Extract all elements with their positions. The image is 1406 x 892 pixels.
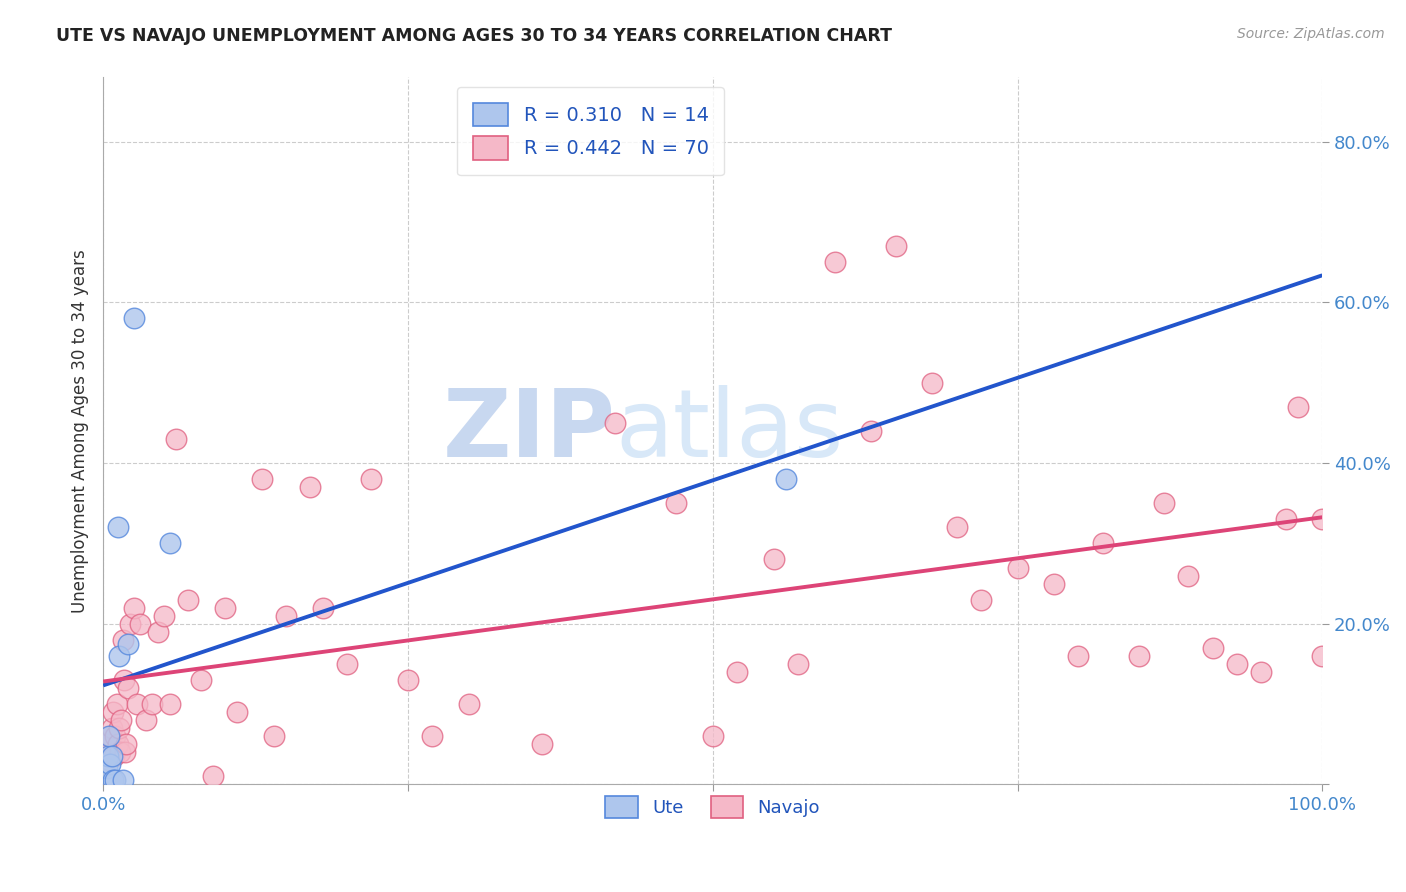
Point [1043, 576, 1066, 591]
Point [96, 745, 118, 759]
Point [96, 761, 118, 775]
Point [101, 773, 124, 788]
Point [250, 472, 273, 486]
Point [165, 432, 187, 446]
Point [702, 729, 724, 743]
Point [1201, 640, 1223, 655]
Point [108, 745, 131, 759]
Point [970, 592, 993, 607]
Point [214, 600, 236, 615]
Point [118, 616, 141, 631]
Point [110, 713, 132, 727]
Point [117, 681, 139, 695]
Point [108, 721, 131, 735]
Point [1177, 568, 1199, 582]
Point [1286, 400, 1309, 414]
Point [1067, 648, 1090, 663]
Point [127, 697, 149, 711]
Point [201, 769, 224, 783]
Text: Source: ZipAtlas.com: Source: ZipAtlas.com [1237, 27, 1385, 41]
Point [299, 480, 322, 494]
Point [122, 311, 145, 326]
Point [98, 753, 121, 767]
Point [1250, 665, 1272, 679]
Point [396, 673, 419, 687]
Point [921, 376, 943, 390]
Point [107, 737, 129, 751]
Point [762, 552, 785, 566]
Point [146, 624, 169, 639]
Point [263, 729, 285, 743]
Point [884, 239, 907, 253]
Point [1091, 536, 1114, 550]
Point [100, 729, 122, 743]
Point [605, 416, 627, 430]
Point [159, 536, 181, 550]
Point [100, 757, 122, 772]
Point [111, 632, 134, 647]
Point [114, 745, 136, 759]
Point [100, 721, 122, 735]
Point [100, 749, 122, 764]
Point [336, 657, 359, 671]
Point [159, 697, 181, 711]
Point [97, 749, 120, 764]
Point [117, 637, 139, 651]
Point [311, 600, 333, 615]
Point [945, 520, 967, 534]
Point [108, 648, 131, 663]
Point [665, 496, 688, 510]
Point [274, 608, 297, 623]
Point [1153, 496, 1175, 510]
Point [111, 773, 134, 788]
Y-axis label: Unemployment Among Ages 30 to 34 years: Unemployment Among Ages 30 to 34 years [72, 249, 89, 613]
Point [153, 608, 176, 623]
Point [101, 705, 124, 719]
Point [531, 737, 554, 751]
Point [104, 729, 127, 743]
Point [141, 697, 163, 711]
Legend: Ute, Navajo: Ute, Navajo [598, 789, 827, 825]
Point [135, 713, 157, 727]
Point [128, 616, 150, 631]
Point [457, 697, 479, 711]
Point [226, 705, 249, 719]
Point [1128, 648, 1150, 663]
Point [105, 697, 128, 711]
Point [1274, 512, 1296, 526]
Point [103, 749, 125, 764]
Point [775, 472, 797, 486]
Point [190, 673, 212, 687]
Point [104, 773, 127, 788]
Text: UTE VS NAVAJO UNEMPLOYMENT AMONG AGES 30 TO 34 YEARS CORRELATION CHART: UTE VS NAVAJO UNEMPLOYMENT AMONG AGES 30… [56, 27, 893, 45]
Point [97, 737, 120, 751]
Text: ZIP: ZIP [443, 385, 616, 477]
Point [1310, 512, 1333, 526]
Point [112, 673, 135, 687]
Point [115, 737, 138, 751]
Point [787, 657, 810, 671]
Point [107, 520, 129, 534]
Point [860, 424, 883, 438]
Point [1007, 560, 1029, 574]
Point [420, 729, 443, 743]
Point [1310, 648, 1333, 663]
Point [1226, 657, 1249, 671]
Point [177, 592, 200, 607]
Point [122, 600, 145, 615]
Point [360, 472, 382, 486]
Text: atlas: atlas [616, 385, 844, 477]
Point [98, 729, 121, 743]
Point [725, 665, 748, 679]
Point [824, 255, 846, 269]
